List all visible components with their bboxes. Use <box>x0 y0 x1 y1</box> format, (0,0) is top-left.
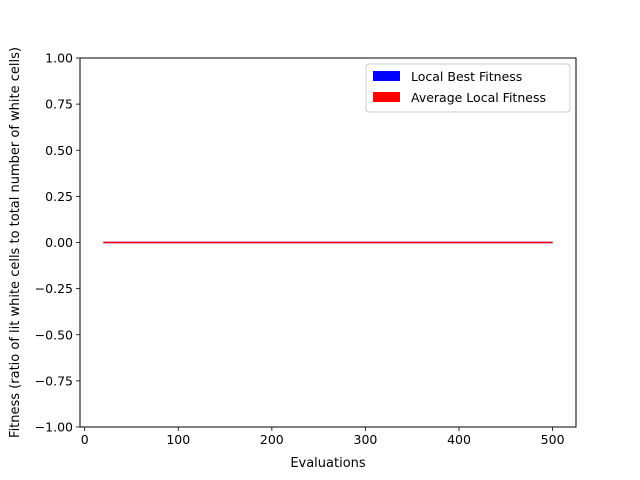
x-tick-label: 400 <box>447 432 471 447</box>
y-axis-label: Fitness (ratio of lit white cells to tot… <box>8 47 23 438</box>
y-tick-label: −1.00 <box>35 420 73 435</box>
x-tick-label: 100 <box>166 432 190 447</box>
legend-swatch <box>373 92 400 102</box>
y-tick-label: 0.00 <box>45 235 73 250</box>
legend-label: Average Local Fitness <box>411 90 546 105</box>
y-tick-label: 1.00 <box>45 51 73 66</box>
y-tick-label: −0.75 <box>35 373 73 388</box>
legend: Local Best Fitness Average Local Fitness <box>365 63 571 113</box>
x-tick-label: 200 <box>260 432 284 447</box>
y-tick-label: 0.25 <box>45 189 73 204</box>
y-tick-label: −0.25 <box>35 281 73 296</box>
x-tick-label: 300 <box>354 432 378 447</box>
legend-box <box>365 63 571 113</box>
x-axis-label: Evaluations <box>290 456 366 471</box>
y-tick-label: 0.50 <box>45 143 73 158</box>
x-tick-label: 500 <box>541 432 565 447</box>
y-tick-label: 0.75 <box>45 97 73 112</box>
legend-swatch <box>373 71 400 81</box>
y-tick-label: −0.50 <box>35 327 73 342</box>
legend-label: Local Best Fitness <box>411 69 522 84</box>
x-tick-label: 0 <box>81 432 89 447</box>
